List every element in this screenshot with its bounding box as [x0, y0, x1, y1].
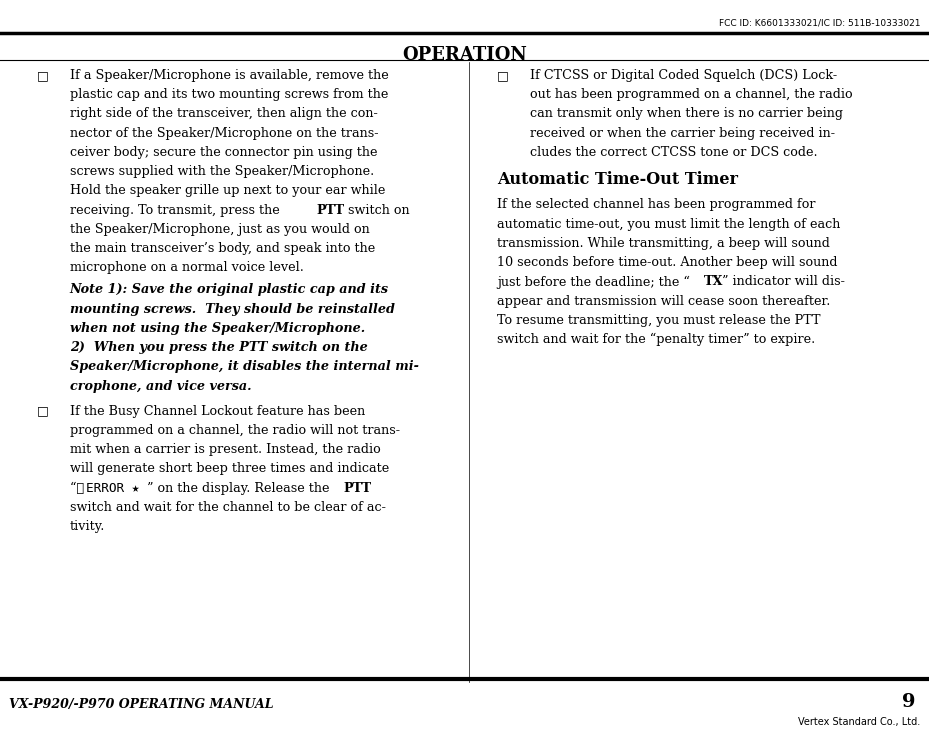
Text: “★: “★ [69, 482, 88, 494]
Text: appear and transmission will cease soon thereafter.: appear and transmission will cease soon … [497, 295, 831, 308]
Text: ceiver body; secure the connector pin using the: ceiver body; secure the connector pin us… [69, 146, 377, 159]
Text: microphone on a normal voice level.: microphone on a normal voice level. [69, 261, 303, 274]
Text: screws supplied with the Speaker/Microphone.: screws supplied with the Speaker/Microph… [69, 165, 374, 178]
Text: □: □ [38, 405, 49, 418]
Text: □: □ [497, 69, 509, 82]
Text: Vertex Standard Co., Ltd.: Vertex Standard Co., Ltd. [798, 717, 920, 727]
Text: 9: 9 [901, 693, 916, 711]
Text: switch and wait for the “penalty timer” to expire.: switch and wait for the “penalty timer” … [497, 333, 815, 346]
Text: out has been programmed on a channel, the radio: out has been programmed on a channel, th… [530, 88, 853, 101]
Text: when not using the Speaker/Microphone.: when not using the Speaker/Microphone. [69, 322, 365, 335]
Text: the Speaker/Microphone, just as you would on: the Speaker/Microphone, just as you woul… [69, 223, 369, 235]
Text: transmission. While transmitting, a beep will sound: transmission. While transmitting, a beep… [497, 237, 830, 250]
Text: VX-P920/-P970 OPERATING MANUAL: VX-P920/-P970 OPERATING MANUAL [9, 698, 274, 712]
Text: programmed on a channel, the radio will not trans-: programmed on a channel, the radio will … [69, 424, 400, 437]
Text: switch on: switch on [344, 203, 409, 217]
Text: Note 1): Save the original plastic cap and its: Note 1): Save the original plastic cap a… [69, 284, 389, 297]
Text: PTT: PTT [316, 203, 344, 217]
Text: Automatic Time-Out Timer: Automatic Time-Out Timer [497, 171, 738, 188]
Text: crophone, and vice versa.: crophone, and vice versa. [69, 380, 252, 392]
Text: To resume transmitting, you must release the PTT: To resume transmitting, you must release… [497, 314, 821, 327]
Text: If the selected channel has been programmed for: If the selected channel has been program… [497, 198, 816, 211]
Text: Hold the speaker grille up next to your ear while: Hold the speaker grille up next to your … [69, 184, 385, 198]
Text: ” indicator will dis-: ” indicator will dis- [722, 276, 845, 289]
Text: will generate short beep three times and indicate: will generate short beep three times and… [69, 462, 389, 475]
Text: automatic time-out, you must limit the length of each: automatic time-out, you must limit the l… [497, 218, 840, 230]
Text: right side of the transceiver, then align the con-: right side of the transceiver, then alig… [69, 107, 377, 120]
Text: ERROR ★: ERROR ★ [86, 482, 140, 494]
Text: FCC ID: K6601333021/IC ID: 511B-10333021: FCC ID: K6601333021/IC ID: 511B-10333021 [718, 18, 920, 27]
Text: plastic cap and its two mounting screws from the: plastic cap and its two mounting screws … [69, 88, 388, 101]
Text: switch and wait for the channel to be clear of ac-: switch and wait for the channel to be cl… [69, 501, 386, 514]
Text: just before the deadline; the “: just before the deadline; the “ [497, 276, 690, 289]
Text: receiving. To transmit, press the: receiving. To transmit, press the [69, 203, 284, 217]
Text: If a Speaker/Microphone is available, remove the: If a Speaker/Microphone is available, re… [69, 69, 389, 82]
Text: □: □ [38, 69, 49, 82]
Text: cludes the correct CTCSS tone or DCS code.: cludes the correct CTCSS tone or DCS cod… [530, 146, 817, 159]
Text: the main transceiver’s body, and speak into the: the main transceiver’s body, and speak i… [69, 242, 375, 255]
Text: OPERATION: OPERATION [402, 46, 527, 63]
Text: PTT: PTT [344, 482, 372, 494]
Text: Speaker/Microphone, it disables the internal mi-: Speaker/Microphone, it disables the inte… [69, 360, 419, 373]
Text: mit when a carrier is present. Instead, the radio: mit when a carrier is present. Instead, … [69, 443, 380, 456]
Text: TX: TX [703, 276, 723, 289]
Text: 10 seconds before time-out. Another beep will sound: 10 seconds before time-out. Another beep… [497, 256, 838, 269]
Text: tivity.: tivity. [69, 520, 105, 533]
Text: 2)  When you press the PTT switch on the: 2) When you press the PTT switch on the [69, 341, 367, 354]
Text: If CTCSS or Digital Coded Squelch (DCS) Lock-: If CTCSS or Digital Coded Squelch (DCS) … [530, 69, 837, 82]
Text: If the Busy Channel Lockout feature has been: If the Busy Channel Lockout feature has … [69, 405, 365, 418]
Text: nector of the Speaker/Microphone on the trans-: nector of the Speaker/Microphone on the … [69, 127, 378, 140]
Text: ” on the display. Release the: ” on the display. Release the [146, 482, 333, 494]
Text: can transmit only when there is no carrier being: can transmit only when there is no carri… [530, 107, 842, 120]
Text: mounting screws.  They should be reinstalled: mounting screws. They should be reinstal… [69, 303, 394, 316]
Text: received or when the carrier being received in-: received or when the carrier being recei… [530, 127, 835, 140]
